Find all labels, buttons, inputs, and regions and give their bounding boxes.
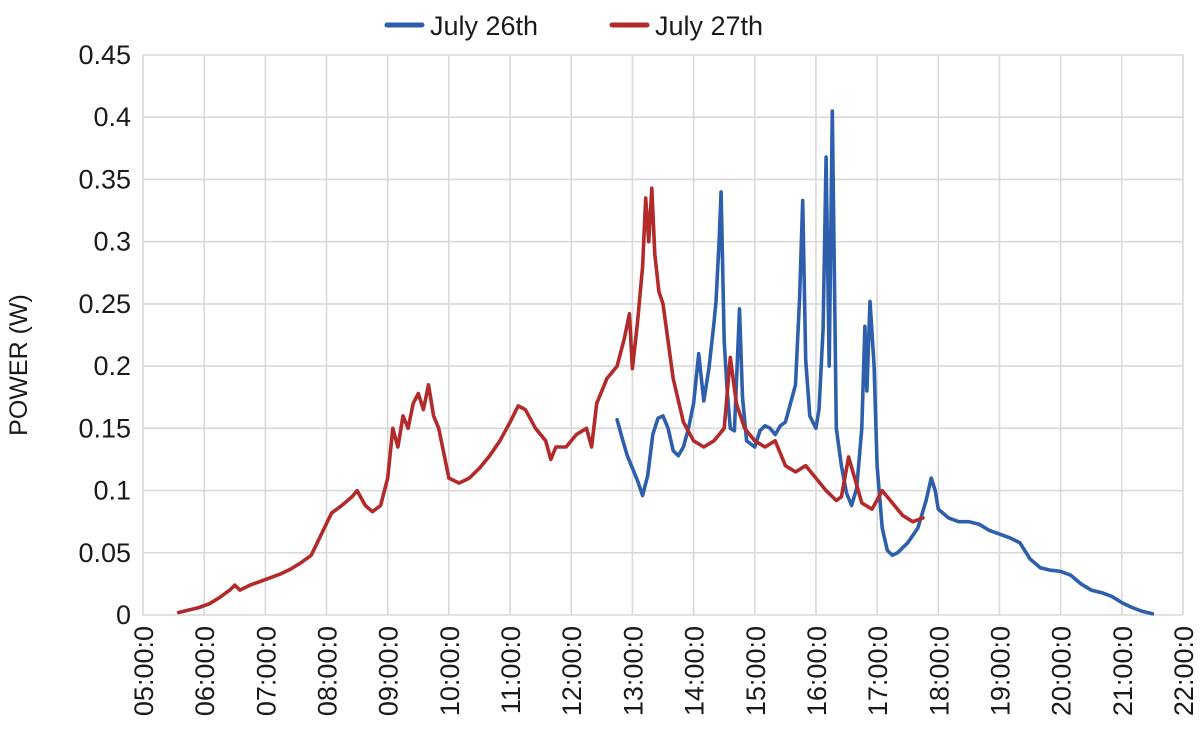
x-axis-ticks: 05:00:0 06:00:0 07:00:0 08:00:0 09:00:0 10:00… [129,626,1199,716]
y-tick-label: 0.2 [93,351,131,381]
x-tick-label: 16:00:0 [802,626,832,716]
series-line-july-27th [176,186,925,615]
y-axis-ticks: 0 0.05 0.1 0.15 0.2 0.25 0.3 0.35 0.4 0.45 [78,40,131,630]
x-tick-label: 13:00:0 [618,626,648,716]
x-tick-label: 06:00:0 [190,626,220,716]
legend: July 26th July 27th [384,11,763,41]
y-tick-label: 0.3 [93,227,131,257]
x-tick-label: 08:00:0 [313,626,343,716]
y-tick-label: 0.45 [78,40,131,70]
legend-label: July 27th [655,11,763,41]
y-tick-label: 0.25 [78,289,131,319]
y-axis-label: POWER (W) [5,294,33,436]
y-tick-label: 0.35 [78,164,131,194]
x-tick-label: 10:00:0 [435,626,465,716]
series-line-july-26th [615,109,1155,616]
x-tick-label: 07:00:0 [251,626,281,716]
x-tick-label: 09:00:0 [374,626,404,716]
y-tick-label: 0.4 [93,102,131,132]
x-tick-label: 05:00:0 [129,626,159,716]
legend-label: July 26th [430,11,538,41]
x-tick-label: 15:00:0 [741,626,771,716]
x-tick-label: 20:00:0 [1047,626,1077,716]
x-tick-label: 17:00:0 [863,626,893,716]
y-tick-label: 0.15 [78,413,131,443]
y-tick-label: 0.05 [78,538,131,568]
series-lines [176,109,1155,616]
x-tick-label: 14:00:0 [680,626,710,716]
x-tick-label: 21:00:0 [1108,626,1138,716]
x-tick-label: 12:00:0 [557,626,587,716]
y-tick-label: 0.1 [93,476,131,506]
x-tick-label: 19:00:0 [985,626,1015,716]
grid-lines [142,54,1184,616]
x-tick-label: 22:00:0 [1169,626,1199,716]
x-tick-label: 11:00:0 [496,626,526,714]
y-tick-label: 0 [116,600,131,630]
x-tick-label: 18:00:0 [924,626,954,716]
